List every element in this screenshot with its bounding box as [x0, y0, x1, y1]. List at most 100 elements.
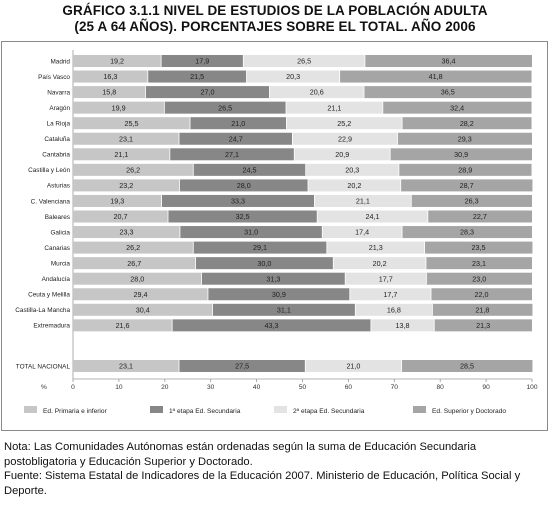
- x-tick-label: 70: [391, 384, 399, 391]
- legend-label: 2ª etapa Ed. Secundaria: [293, 408, 365, 415]
- x-tick-label: 40: [253, 384, 261, 391]
- bar-segment: [73, 303, 213, 316]
- bar-segment: [425, 257, 532, 270]
- data-label: 36,4: [441, 57, 455, 66]
- bar-segment: [424, 241, 533, 254]
- data-label: 20,2: [373, 259, 387, 268]
- bar-segment: [73, 148, 170, 161]
- bar-segment: [269, 86, 365, 99]
- bar-segment: [349, 288, 432, 301]
- category-label: País Vasco: [38, 74, 70, 81]
- x-tick-label: 50: [299, 384, 307, 391]
- legend-label: Ed. Superior y Doctorado: [432, 408, 506, 415]
- bar-segment: [401, 360, 533, 372]
- data-label: 23,2: [119, 181, 133, 190]
- category-label: Canarias: [44, 245, 70, 252]
- data-label: 28,0: [237, 181, 251, 190]
- data-label: 21,1: [114, 150, 128, 159]
- data-label: 29,1: [253, 243, 267, 252]
- data-label: 32,5: [236, 212, 250, 221]
- category-label: Madrid: [50, 58, 70, 65]
- data-label: 21,8: [475, 305, 489, 314]
- data-label: 21,1: [356, 197, 370, 206]
- data-label: 20,9: [335, 150, 349, 159]
- data-label: 20,2: [347, 181, 361, 190]
- bar-segment: [73, 117, 191, 130]
- bar-segment: [402, 117, 532, 130]
- data-label: 17,7: [379, 274, 393, 283]
- legend-swatch: [413, 406, 426, 413]
- bar-segment: [179, 360, 306, 372]
- bar-segment: [411, 194, 532, 207]
- data-label: 26,3: [465, 197, 479, 206]
- notes: Nota: Las Comunidades Autónomas están or…: [4, 440, 544, 498]
- category-label: La Rioja: [47, 121, 71, 128]
- bar-segment: [73, 288, 208, 301]
- data-label: 21,3: [476, 321, 490, 330]
- data-label: 28,7: [460, 181, 474, 190]
- data-label: 31,0: [244, 228, 258, 237]
- data-label: 30,4: [136, 305, 150, 314]
- bar-segment: [73, 319, 173, 332]
- data-label: 27,1: [225, 150, 239, 159]
- bar-segment: [190, 117, 287, 130]
- data-label: 21,0: [346, 362, 360, 371]
- x-tick-label: 60: [345, 384, 353, 391]
- bar-segment: [285, 101, 383, 114]
- bar-segment: [161, 55, 244, 67]
- category-label: Andalucía: [42, 276, 71, 283]
- bar-segment: [179, 226, 323, 239]
- bar-segment: [169, 148, 295, 161]
- category-label: Castilla-La Mancha: [15, 307, 70, 314]
- bar-segment: [294, 148, 391, 161]
- bar-segment: [243, 55, 365, 67]
- data-label: 30,9: [272, 290, 286, 299]
- data-label: 23,1: [119, 362, 133, 371]
- bar-segment: [317, 210, 428, 223]
- data-label: 28,3: [460, 228, 474, 237]
- category-label: C. Valenciana: [31, 198, 71, 205]
- chart-title-line-2: (25 A 64 AÑOS). PORCENTAJES SOBRE EL TOT…: [74, 19, 476, 34]
- data-label: 24,7: [229, 134, 243, 143]
- bar-segment: [426, 272, 532, 285]
- category-label: Cataluña: [44, 136, 70, 143]
- data-label: 19,9: [112, 103, 126, 112]
- chart-title-line-1: GRÁFICO 3.1.1 NIVEL DE ESTUDIOS DE LA PO…: [62, 3, 488, 18]
- data-label: 24,5: [242, 165, 256, 174]
- bar-segment: [172, 319, 371, 332]
- bar-segment: [73, 163, 194, 176]
- data-label: 21,3: [369, 243, 383, 252]
- bar-segment: [193, 241, 327, 254]
- bar-segment: [145, 86, 270, 99]
- bar-segment: [164, 101, 286, 114]
- bar-segment: [305, 360, 402, 372]
- data-label: 23,0: [472, 274, 486, 283]
- data-label: 20,6: [310, 88, 324, 97]
- data-label: 16,3: [103, 72, 117, 81]
- bar-segment: [73, 241, 194, 254]
- category-label: Navarra: [47, 89, 70, 96]
- category-label: Murcia: [51, 260, 71, 267]
- bar-segment: [397, 132, 532, 145]
- bar-segment: [73, 360, 180, 372]
- data-label: 23,5: [472, 243, 486, 252]
- data-label: 22,0: [475, 290, 489, 299]
- data-label: 25,5: [125, 119, 139, 128]
- bar-segment: [390, 148, 532, 161]
- data-label: 19,3: [110, 197, 124, 206]
- bar-segment: [147, 70, 247, 83]
- source-text: Fuente: Sistema Estatal de Indicadores d…: [4, 470, 521, 497]
- data-label: 31,3: [266, 274, 280, 283]
- bar-segment: [73, 132, 180, 145]
- data-label: 36,5: [441, 88, 455, 97]
- data-label: 25,2: [337, 119, 351, 128]
- data-label: 28,0: [130, 274, 144, 283]
- bar-segment: [333, 257, 426, 270]
- data-label: 20,3: [286, 72, 300, 81]
- bar-segment: [73, 70, 148, 83]
- bar-segment: [339, 70, 532, 83]
- stacked-bar-chart: Madrid 19,2 17,9 26,5 36,4 País Vasco 16,3 21,5…: [15, 50, 538, 415]
- x-tick-label: 20: [161, 384, 169, 391]
- bar-segment: [434, 319, 532, 332]
- bar-segment: [314, 194, 412, 207]
